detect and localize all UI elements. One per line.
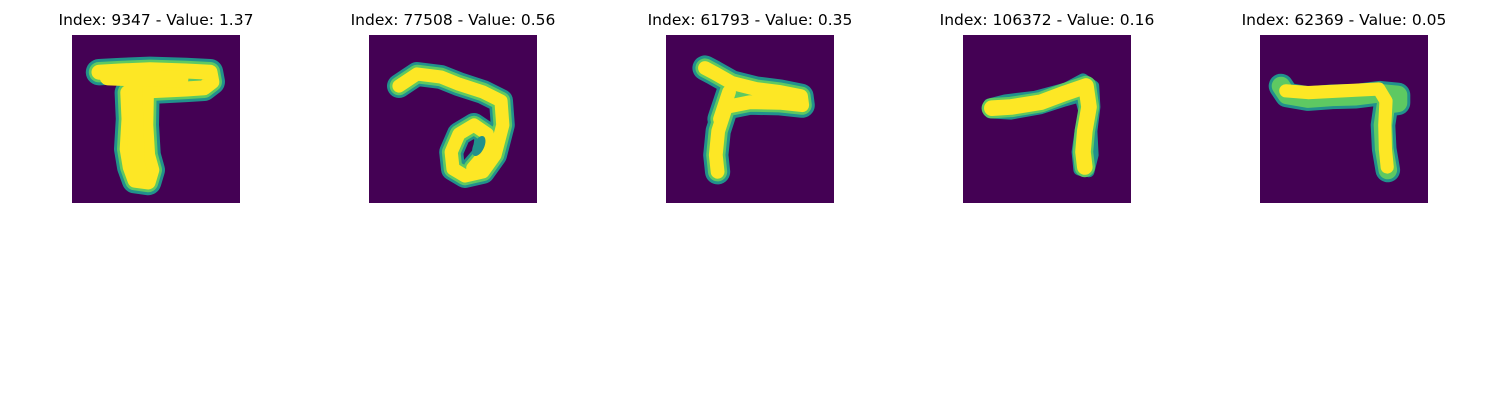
image-panel-3: Index: 61793 - Value: 0.35 <box>605 0 895 210</box>
image-panel-2: Index: 77508 - Value: 0.56 <box>308 0 598 210</box>
panel-title: Index: 106372 - Value: 0.16 <box>939 11 1155 29</box>
digit-image <box>1260 35 1428 203</box>
digit-image <box>369 35 537 203</box>
digit-image <box>666 35 834 203</box>
digit-image <box>963 35 1131 203</box>
image-background <box>1260 35 1428 203</box>
digit-image <box>72 35 240 203</box>
panel-title: Index: 61793 - Value: 0.35 <box>647 11 853 29</box>
panel-title: Index: 62369 - Value: 0.05 <box>1241 11 1447 29</box>
panel-title: Index: 9347 - Value: 1.37 <box>58 11 254 29</box>
image-panel-4: Index: 106372 - Value: 0.16 <box>902 0 1192 210</box>
image-panel-1: Index: 9347 - Value: 1.37 <box>11 0 301 210</box>
image-background <box>666 35 834 203</box>
loop-center <box>472 135 486 157</box>
image-panel-5: Index: 62369 - Value: 0.05 <box>1199 0 1489 210</box>
panel-title: Index: 77508 - Value: 0.56 <box>350 11 556 29</box>
image-background <box>963 35 1131 203</box>
